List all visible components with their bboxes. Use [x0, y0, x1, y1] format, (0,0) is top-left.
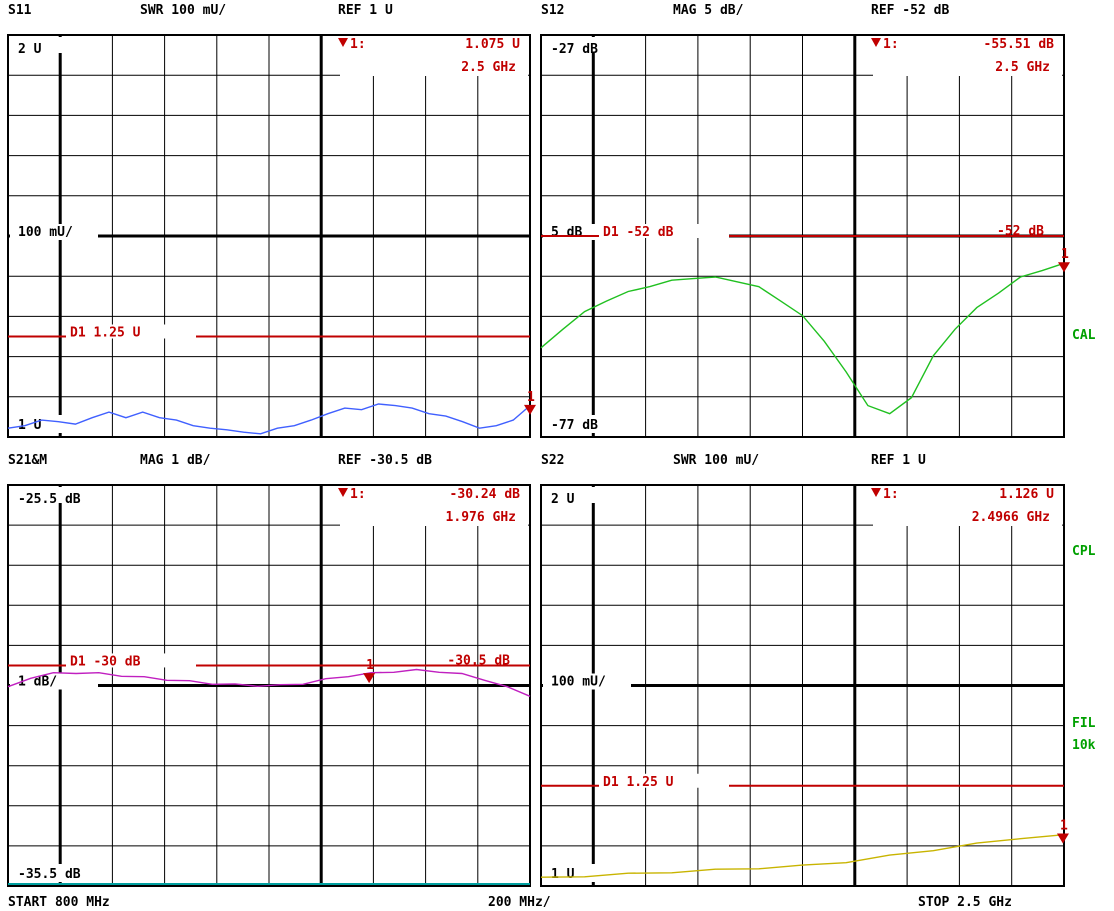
start-frequency: START 800 MHz — [8, 895, 110, 910]
reference-label: REF -30.5 dB — [338, 453, 432, 468]
scale-per-division-label: 5 dB — [551, 225, 582, 240]
marker-readout-triangle — [338, 488, 348, 497]
marker-value: -30.24 dB — [450, 487, 521, 502]
limit-line-label: D1 -52 dB — [603, 225, 674, 240]
parameter-label: S11 — [8, 3, 32, 18]
panel-s12: S12 MAG 5 dB/REF -52 dB -27 dB 5 dB -77 dB D1… — [540, 3, 1070, 438]
top-scale-label: -25.5 dB — [18, 492, 81, 507]
limit-line-label: D1 -30 dB — [70, 654, 141, 669]
marker-label: 1: — [883, 487, 899, 502]
limit-line-right-label: -52 dB — [997, 224, 1044, 239]
panel-s22: S22 SWR 100 mU/REF 1 U 2 U 100 mU/1 U D1 1.2… — [540, 453, 1069, 887]
marker-readout-triangle — [871, 38, 881, 47]
top-scale-label: -27 dB — [551, 42, 598, 57]
trace-s21 — [7, 668, 531, 697]
top-scale-label: 2 U — [551, 492, 575, 507]
marker-readout-triangle — [871, 488, 881, 497]
marker-number: 1 — [1061, 247, 1069, 262]
marker-frequency: 2.4966 GHz — [972, 510, 1050, 525]
marker-1-symbol — [524, 404, 536, 415]
limit-line-label: D1 1.25 U — [603, 775, 674, 790]
format-label: SWR 100 mU/ — [140, 3, 226, 18]
scale-per-division-label: 100 mU/ — [18, 225, 73, 240]
bottom-scale-label: -77 dB — [551, 418, 598, 433]
marker-label: 1: — [883, 37, 899, 52]
cpl-label: CPL — [1072, 544, 1096, 559]
marker-label: 1: — [350, 487, 366, 502]
reference-label: REF 1 U — [871, 453, 926, 468]
marker-number: 1 — [366, 658, 374, 673]
fil-label: FIL — [1072, 716, 1096, 731]
marker-1-symbol — [1058, 262, 1070, 273]
bottom-scale-label: -35.5 dB — [18, 867, 81, 882]
marker-value: 1.126 U — [999, 487, 1054, 502]
stop-frequency: STOP 2.5 GHz — [918, 895, 1012, 910]
bottom-scale-label: 1 U — [551, 867, 575, 882]
marker-number: 1 — [1060, 818, 1068, 833]
top-scale-label: 2 U — [18, 42, 42, 57]
parameter-label: S22 — [541, 453, 564, 468]
cal-label: CAL — [1072, 328, 1096, 343]
fil-bandwidth-label: 10k — [1072, 738, 1096, 753]
marker-frequency: 1.976 GHz — [446, 510, 516, 525]
marker-1-symbol — [363, 673, 376, 684]
marker-value: 1.075 U — [465, 37, 520, 52]
frequency-per-division: 200 MHz/ — [488, 895, 551, 910]
marker-readout-triangle — [338, 38, 348, 47]
parameter-label: S21&M — [8, 453, 47, 468]
grid — [7, 34, 531, 438]
marker-1-symbol — [1056, 833, 1069, 844]
reference-label: REF -52 dB — [871, 3, 949, 18]
side-labels: CAL CPL FIL 10k — [1072, 328, 1096, 753]
marker-label: 1: — [350, 37, 366, 52]
trace-s11 — [7, 403, 531, 435]
panel-s21: S21&M MAG 1 dB/REF -30.5 dB -25.5 dB 1 dB/ -… — [7, 453, 531, 887]
limit-line-label: D1 1.25 U — [70, 326, 141, 341]
reference-label: REF 1 U — [338, 3, 393, 18]
marker-value: -55.51 dB — [984, 37, 1055, 52]
limit-line-right-label: -30.5 dB — [447, 653, 510, 668]
marker-frequency: 2.5 GHz — [995, 60, 1050, 75]
trace-s22 — [540, 834, 1065, 878]
frequency-footer: START 800 MHz 200 MHz/ STOP 2.5 GHz — [8, 895, 1012, 910]
format-label: SWR 100 mU/ — [673, 453, 759, 468]
marker-frequency: 2.5 GHz — [461, 60, 516, 75]
scale-per-division-label: 100 mU/ — [551, 675, 606, 690]
scale-per-division-label: 1 dB/ — [18, 675, 57, 690]
format-label: MAG 1 dB/ — [140, 453, 211, 468]
format-label: MAG 5 dB/ — [673, 3, 744, 18]
marker-number: 1 — [527, 390, 535, 405]
parameter-label: S12 — [541, 3, 564, 18]
trace-s12 — [540, 262, 1065, 415]
